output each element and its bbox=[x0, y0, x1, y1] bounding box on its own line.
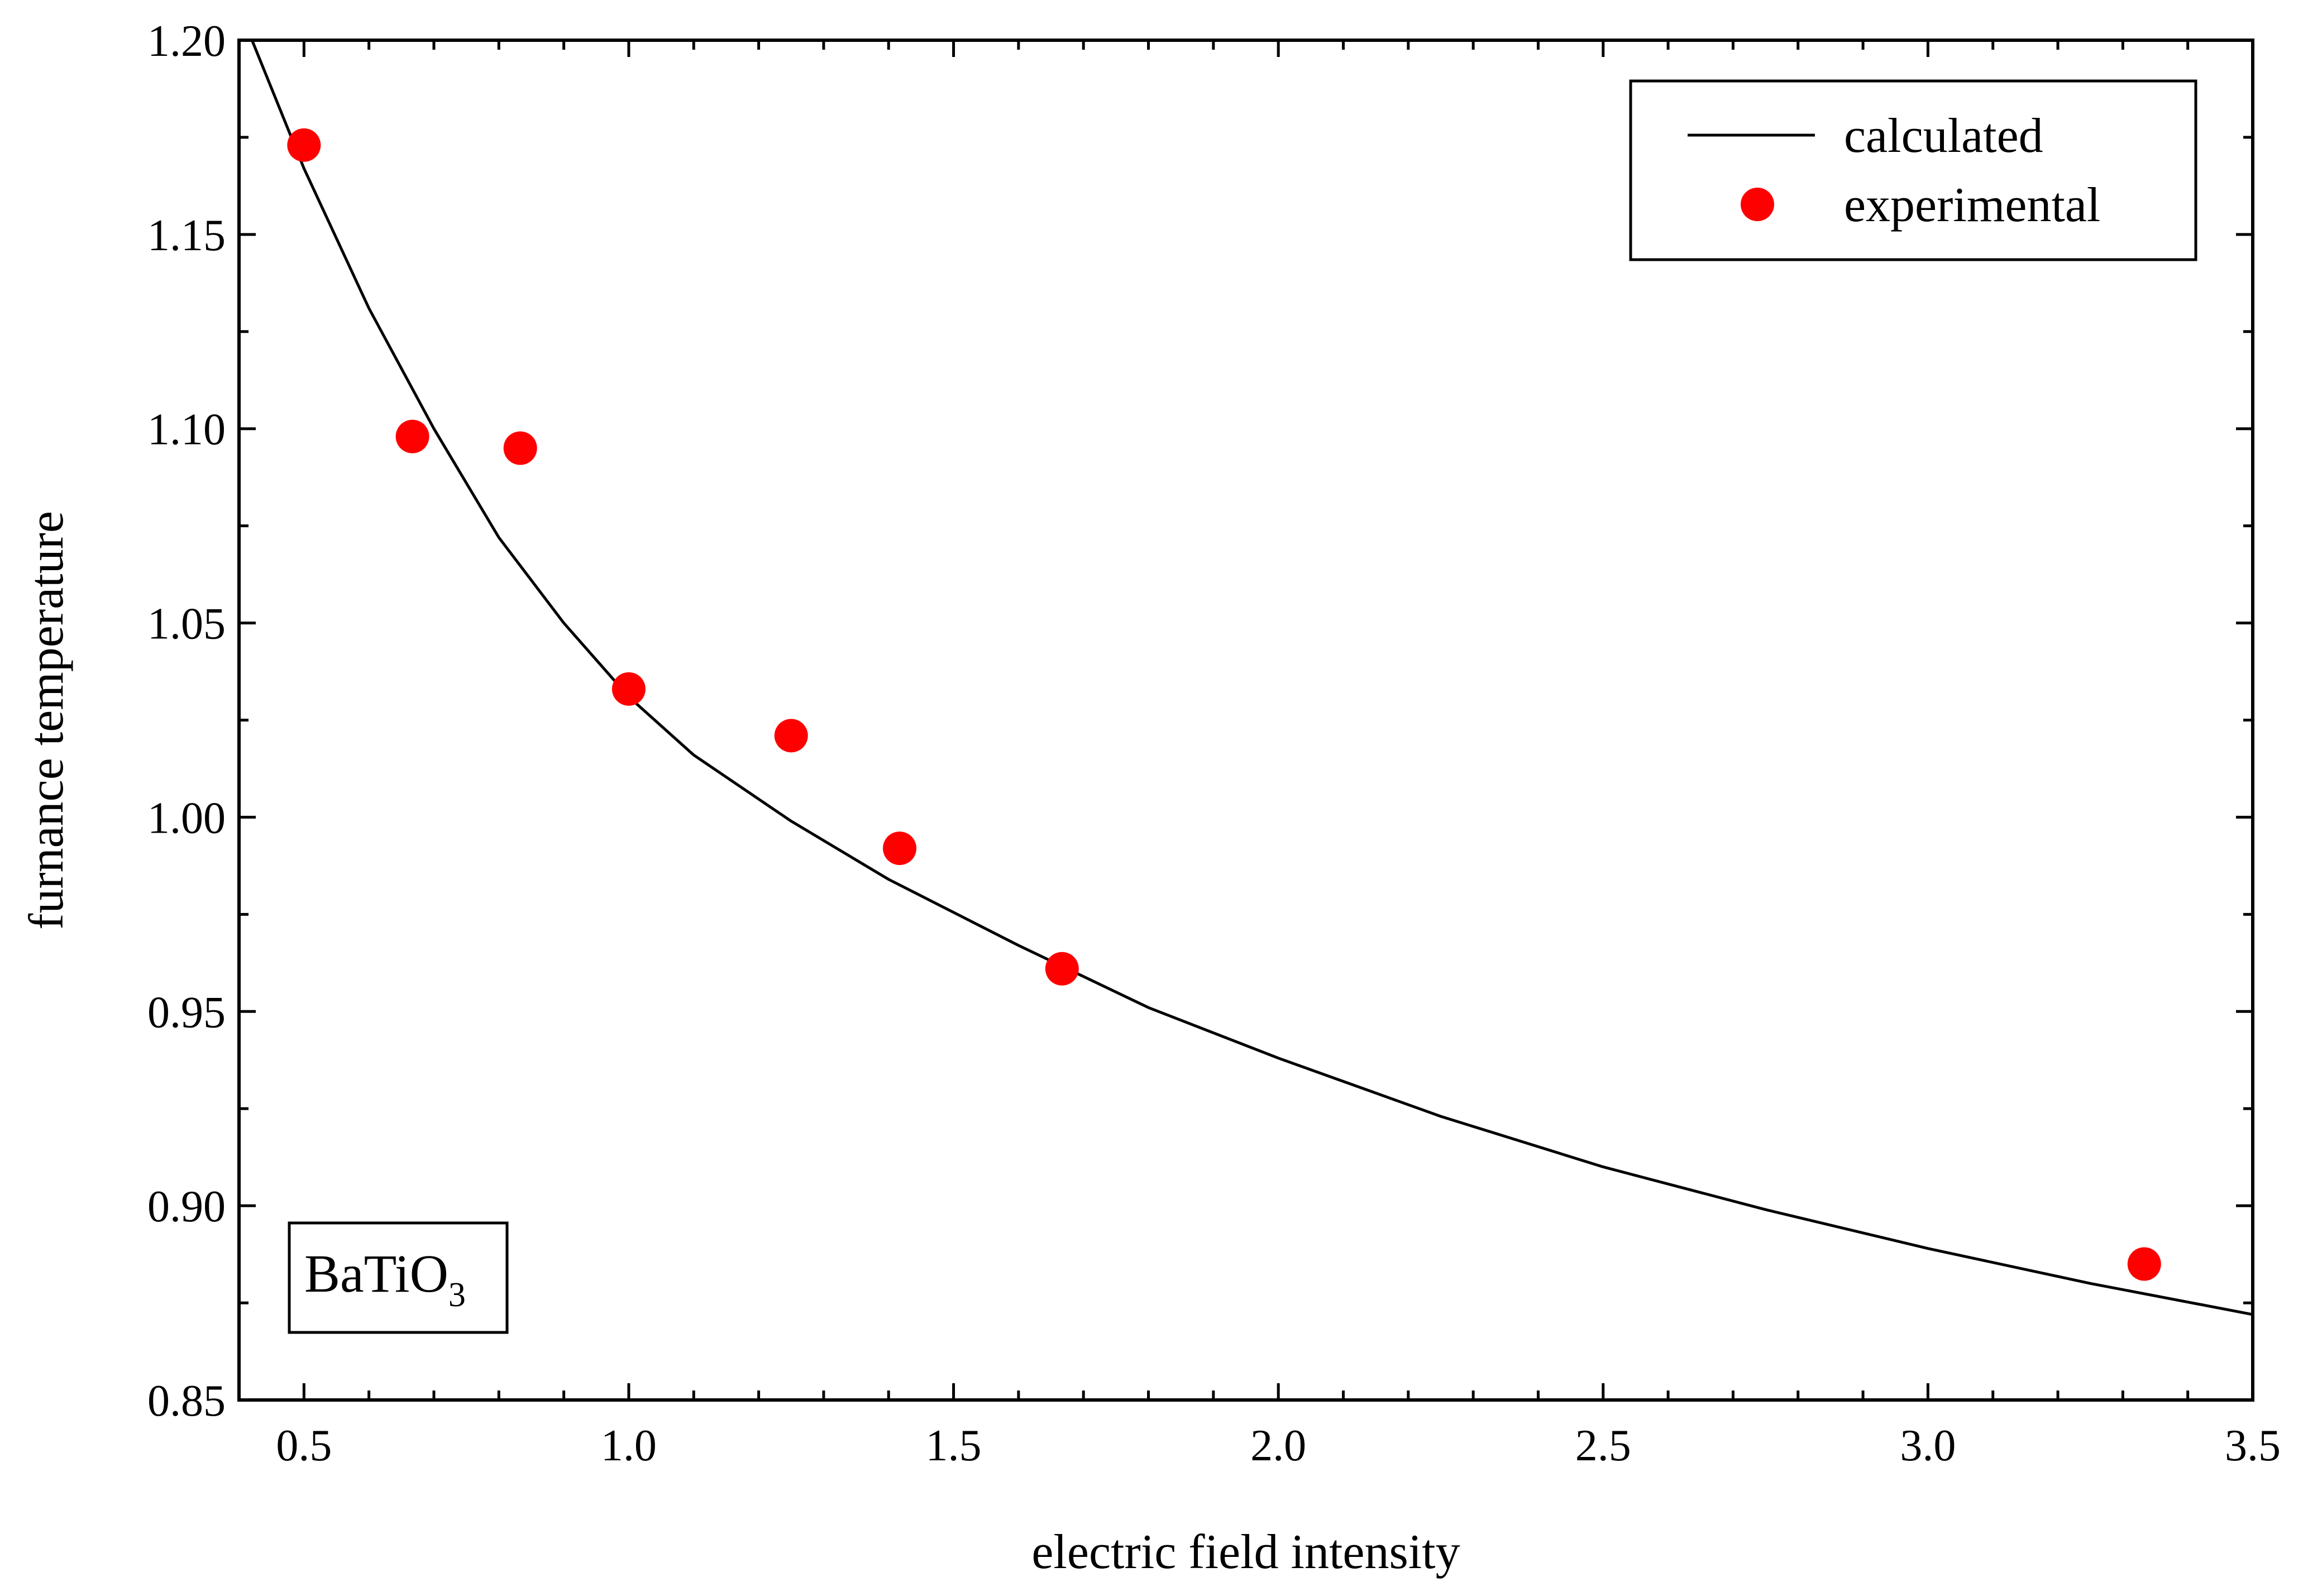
legend-box bbox=[1629, 79, 2197, 261]
x-tick-label: 0.5 bbox=[276, 1421, 332, 1470]
legend-marker-experimental bbox=[1741, 188, 1774, 221]
x-tick-label: 3.0 bbox=[1900, 1421, 1956, 1470]
experimental-point bbox=[1045, 952, 1079, 986]
annotation-box: BaTiO3 bbox=[288, 1221, 509, 1334]
x-tick-label: 3.5 bbox=[2225, 1421, 2281, 1470]
annotation-subscript: 3 bbox=[448, 1276, 466, 1314]
tick-labels-layer: 0.5 1.0 1.5 2.0 2.5 3.0 3.5 0.85 0.90 0.95 1.00 1.0… bbox=[147, 17, 2281, 1470]
x-axis-label: electric field intensity bbox=[1031, 1525, 1460, 1579]
y-tick-label: 1.15 bbox=[147, 211, 226, 260]
x-tick-label: 2.5 bbox=[1575, 1421, 1631, 1470]
experimental-point bbox=[883, 832, 917, 866]
experimental-point bbox=[611, 672, 646, 706]
experimental-point bbox=[395, 419, 429, 453]
y-tick-label: 1.10 bbox=[147, 405, 226, 455]
plot-frame bbox=[237, 39, 2254, 1402]
experimental-point bbox=[774, 719, 808, 753]
annotation-text: BaTiO3 bbox=[304, 1244, 466, 1314]
series-layer bbox=[250, 40, 2253, 1316]
legend-label-experimental: experimental bbox=[1844, 178, 2100, 232]
x-tick-label: 1.0 bbox=[601, 1421, 657, 1470]
annotation-frame bbox=[288, 1221, 509, 1334]
legend-label-calculated: calculated bbox=[1844, 109, 2043, 163]
experimental-point bbox=[287, 128, 321, 162]
y-tick-label: 1.05 bbox=[147, 600, 226, 649]
calculated-curve bbox=[250, 40, 2253, 1316]
y-tick-label: 0.85 bbox=[147, 1377, 226, 1426]
x-tick-label: 2.0 bbox=[1250, 1421, 1306, 1470]
y-axis-label: furnance temperature bbox=[20, 511, 74, 930]
experimental-point bbox=[2127, 1247, 2161, 1281]
legend: calculated experimental bbox=[1629, 79, 2197, 261]
experimental-point bbox=[503, 431, 537, 465]
y-tick-label: 1.20 bbox=[147, 17, 226, 66]
y-tick-label: 0.95 bbox=[147, 988, 226, 1037]
y-tick-label: 0.90 bbox=[147, 1182, 226, 1231]
y-tick-label: 1.00 bbox=[147, 794, 226, 843]
x-tick-label: 1.5 bbox=[926, 1421, 982, 1470]
annotation-main: BaTiO bbox=[304, 1244, 448, 1303]
